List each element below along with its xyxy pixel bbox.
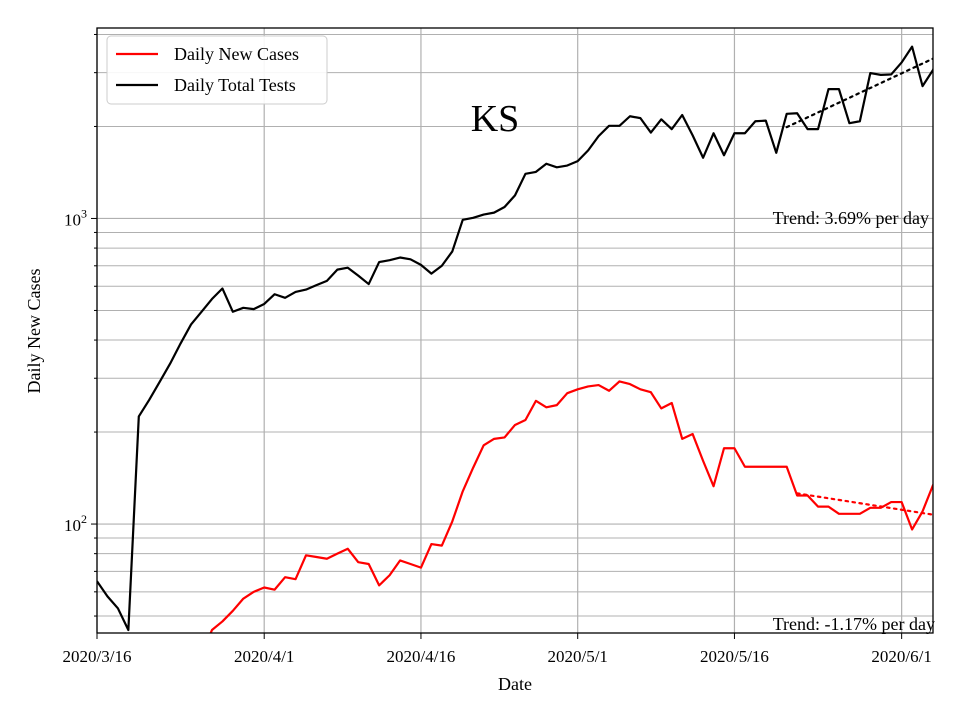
grid-lines bbox=[96, 28, 933, 633]
y-tick-label: 103 bbox=[64, 206, 87, 229]
legend-box bbox=[106, 35, 328, 105]
plot-frame bbox=[96, 27, 934, 634]
x-tick-label: 2020/5/1 bbox=[547, 647, 607, 666]
x-tick-label: 2020/4/16 bbox=[386, 647, 455, 666]
x-tick-label: 2020/3/16 bbox=[63, 647, 132, 666]
x-tick-label: 2020/6/1 bbox=[871, 647, 931, 666]
x-tick-label: 2020/4/1 bbox=[234, 647, 294, 666]
series-line-daily-new-cases bbox=[209, 380, 933, 633]
x-tick-label: 2020/5/16 bbox=[700, 647, 769, 666]
legend-label-daily-new-cases: Daily New Cases bbox=[174, 44, 299, 64]
y-tick-label: 102 bbox=[64, 512, 87, 535]
y-axis-label: Daily New Cases bbox=[24, 269, 44, 394]
cases-trend-label: Trend: -1.17% per day bbox=[773, 614, 935, 634]
tests-trend-line bbox=[785, 57, 933, 129]
series-layer bbox=[97, 45, 933, 633]
x-axis-label: Date bbox=[498, 674, 532, 694]
cases-trend-line bbox=[796, 492, 933, 516]
chart-title: KS bbox=[471, 98, 520, 140]
series-line-daily-total-tests bbox=[97, 45, 933, 632]
legend-label-daily-total-tests: Daily Total Tests bbox=[174, 75, 296, 95]
tests-trend-label: Trend: 3.69% per day bbox=[773, 208, 929, 228]
legend: Daily New Cases Daily Total Tests bbox=[106, 35, 328, 105]
ticks: 2020/3/16 2020/4/1 2020/4/16 2020/5/1 2020/5… bbox=[63, 33, 932, 666]
